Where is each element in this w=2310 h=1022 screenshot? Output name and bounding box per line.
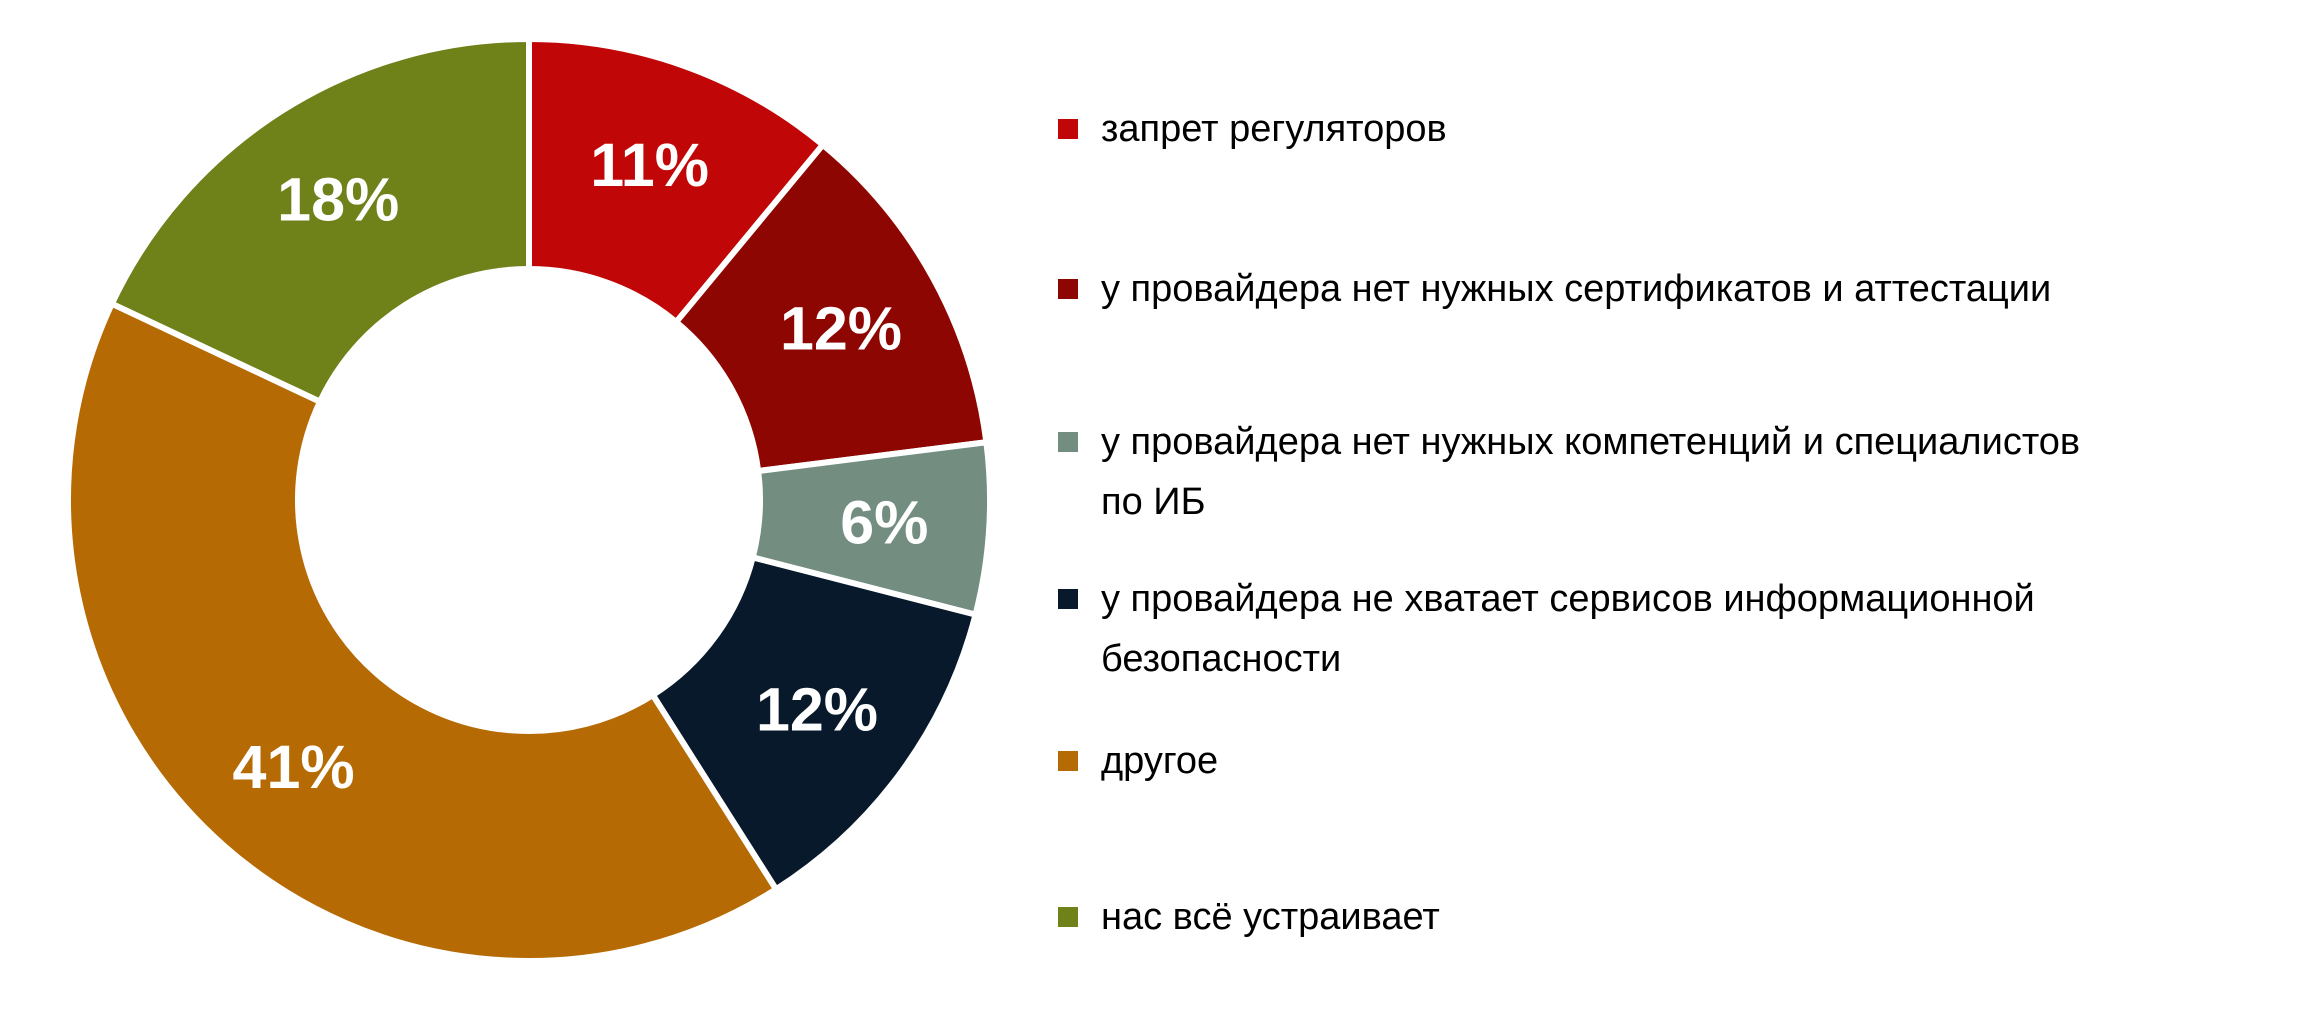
- slice-percent-label: 12%: [756, 675, 878, 743]
- legend-item-label: у провайдера нет нужных сертификатов и а…: [1101, 268, 2052, 310]
- slice-percent-label: 18%: [277, 165, 399, 233]
- pie-slice-4: [649, 554, 979, 893]
- legend-item: у провайдера нет нужных сертификатов и а…: [1058, 259, 2228, 319]
- legend-item: другое: [1058, 731, 2228, 791]
- donut-chart: 11% 12% 6% 12% 41% 18%: [65, 36, 993, 964]
- legend-item-label: другое: [1101, 740, 1219, 782]
- legend-swatch-darkred: [1058, 279, 1078, 299]
- legend-item-label: у провайдера не хватает сервисов информа…: [1101, 578, 2035, 680]
- pie-slice-2: [673, 141, 990, 475]
- legend-swatch-navy: [1058, 589, 1078, 609]
- legend-swatch-olive: [1058, 907, 1078, 927]
- legend-item-label: запрет регуляторов: [1101, 108, 1447, 150]
- legend-swatch-sage: [1058, 432, 1078, 452]
- slice-percent-label: 11%: [590, 131, 709, 199]
- legend-item: нас всё устраивает: [1058, 887, 2228, 947]
- legend-item-label: нас всё устраивает: [1101, 896, 1440, 938]
- legend-swatch-orange: [1058, 751, 1078, 771]
- legend-item-label: у провайдера нет нужных компетенций и сп…: [1101, 421, 2081, 523]
- pie-slice-6: [108, 36, 532, 405]
- slice-percent-label: 6%: [840, 488, 928, 556]
- legend-item: у провайдера нет нужных компетенций и сп…: [1058, 412, 2228, 532]
- legend-item: у провайдера не хватает сервисов информа…: [1058, 569, 2228, 689]
- slice-percent-label: 41%: [233, 733, 355, 801]
- pie-slice-5: [65, 300, 780, 964]
- legend-swatch-red: [1058, 119, 1078, 139]
- slice-percent-label: 12%: [780, 295, 902, 363]
- pie-slice-1: [526, 36, 826, 326]
- legend: запрет регуляторов у провайдера нет нужн…: [1058, 0, 2268, 1022]
- legend-item: запрет регуляторов: [1058, 99, 2228, 159]
